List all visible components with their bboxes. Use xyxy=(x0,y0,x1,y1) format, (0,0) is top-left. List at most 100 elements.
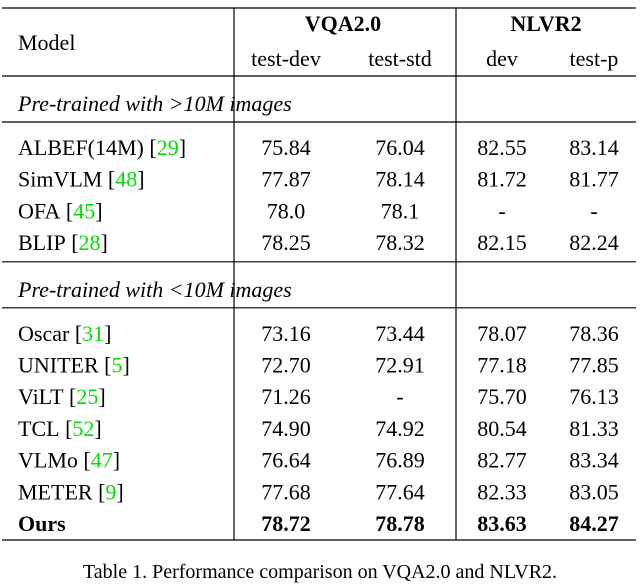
cell-value: 72.91 xyxy=(375,353,425,378)
cell-value: 83.63 xyxy=(477,511,527,536)
cell-value: 83.05 xyxy=(569,479,619,504)
cell-value: 77.68 xyxy=(261,479,311,504)
cell-value: 71.26 xyxy=(261,384,311,409)
model-label: TCL xyxy=(18,416,60,441)
citation: [ xyxy=(66,198,73,223)
model-label: Ours xyxy=(18,511,66,536)
citation: [ xyxy=(149,135,156,160)
cell-value: 73.44 xyxy=(375,321,425,346)
citation: ] xyxy=(116,479,123,504)
model-label: SimVLM xyxy=(18,167,102,192)
cell-value: 76.89 xyxy=(375,448,425,473)
model-name: TCL [52] xyxy=(18,416,102,441)
model-label: OFA xyxy=(18,198,60,223)
model-label: VLMo xyxy=(18,448,78,473)
citation: ] xyxy=(113,448,120,473)
cell-value: 77.18 xyxy=(477,353,527,378)
citation: [ xyxy=(83,448,90,473)
model-label: BLIP xyxy=(18,230,66,255)
citation: ] xyxy=(179,135,186,160)
cell-value: - xyxy=(498,198,505,223)
citation: 28 xyxy=(79,230,101,255)
column-header: test-p xyxy=(570,46,619,71)
cell-value: 83.34 xyxy=(569,448,619,473)
model-label: ViLT xyxy=(18,384,64,409)
cell-value: 73.16 xyxy=(261,321,311,346)
cell-value: 77.87 xyxy=(261,167,311,192)
citation: 45 xyxy=(73,198,95,223)
column-header: test-std xyxy=(368,46,432,71)
cell-value: 78.72 xyxy=(261,511,311,536)
model-label: UNITER xyxy=(18,353,99,378)
citation: [ xyxy=(69,384,76,409)
group-header: VQA2.0 xyxy=(305,11,381,36)
citation: ] xyxy=(104,321,111,346)
citation: 5 xyxy=(111,353,122,378)
model-name: ALBEF(14M) [29] xyxy=(18,135,186,160)
cell-value: 81.33 xyxy=(569,416,619,441)
cell-value: 75.84 xyxy=(261,135,311,160)
cell-value: 78.36 xyxy=(569,321,619,346)
citation: 48 xyxy=(115,167,137,192)
model-label: ALBEF(14M) xyxy=(18,135,144,160)
model-name: Oscar [31] xyxy=(18,321,111,346)
model-name: METER [9] xyxy=(18,479,124,504)
column-header: test-dev xyxy=(251,46,321,71)
citation: [ xyxy=(108,167,115,192)
cell-value: 78.78 xyxy=(375,511,425,536)
caption: Table 1. Performance comparison on VQA2.… xyxy=(83,561,557,583)
cell-value: 76.13 xyxy=(569,384,619,409)
citation: [ xyxy=(65,416,72,441)
citation: ] xyxy=(94,416,101,441)
cell-value: 80.54 xyxy=(477,416,527,441)
citation: ] xyxy=(122,353,129,378)
citation: 29 xyxy=(157,135,179,160)
group-header: NLVR2 xyxy=(510,11,581,36)
citation: [ xyxy=(98,479,105,504)
cell-value: 72.70 xyxy=(261,353,311,378)
model-label: Oscar xyxy=(18,321,70,346)
cell-value: 76.04 xyxy=(375,135,425,160)
cell-value: 81.72 xyxy=(477,167,527,192)
cell-value: 78.25 xyxy=(261,230,311,255)
citation: ] xyxy=(137,167,144,192)
cell-value: 82.55 xyxy=(477,135,527,160)
cell-value: 84.27 xyxy=(569,511,619,536)
cell-value: 82.15 xyxy=(477,230,527,255)
citation: [ xyxy=(75,321,82,346)
citation: 9 xyxy=(105,479,116,504)
cell-value: - xyxy=(590,198,597,223)
citation: ] xyxy=(95,198,102,223)
cell-value: 74.92 xyxy=(375,416,425,441)
cell-value: 78.1 xyxy=(381,198,420,223)
cell-value: 78.32 xyxy=(375,230,425,255)
cell-value: 78.07 xyxy=(477,321,527,346)
cell-value: 74.90 xyxy=(261,416,311,441)
model-name: Ours xyxy=(18,511,66,536)
model-name: BLIP [28] xyxy=(18,230,108,255)
cell-value: 83.14 xyxy=(569,135,619,160)
model-name: OFA [45] xyxy=(18,198,103,223)
model-header: Model xyxy=(18,30,75,55)
cell-value: - xyxy=(396,384,403,409)
cell-value: 82.77 xyxy=(477,448,527,473)
cell-value: 78.14 xyxy=(375,167,425,192)
cell-value: 76.64 xyxy=(261,448,311,473)
section-title: Pre-trained with <10M images xyxy=(17,277,292,302)
model-label: METER xyxy=(18,479,93,504)
cell-value: 82.24 xyxy=(569,230,619,255)
cell-value: 78.0 xyxy=(267,198,306,223)
cell-value: 77.85 xyxy=(569,353,619,378)
model-name: ViLT [25] xyxy=(18,384,106,409)
model-name: SimVLM [48] xyxy=(18,167,145,192)
column-header: dev xyxy=(486,46,518,71)
cell-value: 82.33 xyxy=(477,479,527,504)
citation: [ xyxy=(104,353,111,378)
cell-value: 75.70 xyxy=(477,384,527,409)
citation: ] xyxy=(101,230,108,255)
citation: 47 xyxy=(91,448,113,473)
model-name: VLMo [47] xyxy=(18,448,120,473)
citation: 52 xyxy=(72,416,94,441)
citation: 25 xyxy=(76,384,98,409)
